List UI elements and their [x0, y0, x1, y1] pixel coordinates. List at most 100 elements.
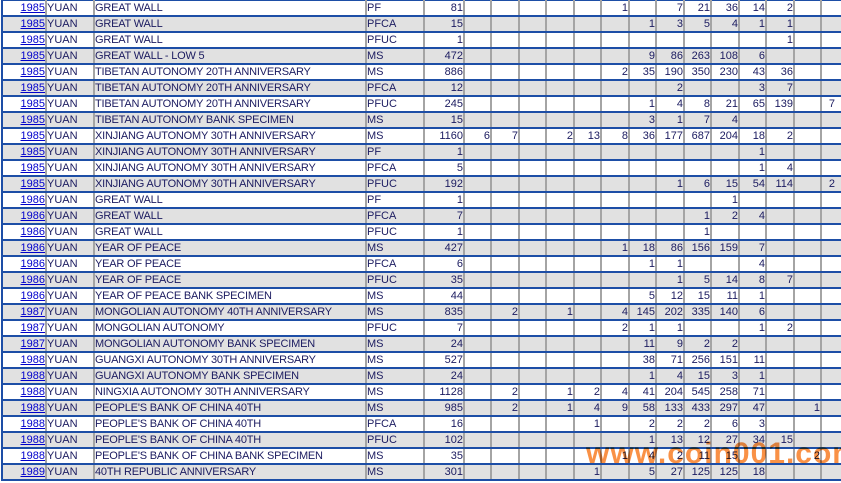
- grade-count-cell: [821, 432, 841, 449]
- grade-count-cell: [574, 176, 602, 193]
- year-link[interactable]: 1986: [20, 274, 45, 286]
- year-link[interactable]: 1985: [20, 178, 45, 190]
- table-row: 1985 YUAN GREAT WALL PFUC 1 1: [2, 32, 841, 49]
- grade-count-cell: 1: [656, 320, 685, 337]
- description-cell: 40TH REPUBLIC ANNIVERSARY: [94, 464, 367, 481]
- grade-count-cell: [794, 384, 822, 401]
- grade-count-cell: 1: [739, 144, 767, 161]
- year-link[interactable]: 1985: [20, 50, 45, 62]
- grade-count-cell: 202: [656, 304, 685, 321]
- grade-count-cell: 21: [684, 0, 712, 17]
- table-row: 1985 YUAN XINJIANG AUTONOMY 30TH ANNIVERSA…: [2, 144, 841, 161]
- year-link[interactable]: 1988: [20, 370, 45, 382]
- grade-count-cell: [519, 160, 547, 177]
- year-cell: 1985: [2, 80, 47, 97]
- grade-count-cell: 18: [739, 128, 767, 145]
- year-link[interactable]: 1985: [20, 66, 45, 78]
- year-link[interactable]: 1986: [20, 258, 45, 270]
- grade-type-cell: PFCA: [366, 208, 425, 225]
- grade-count-cell: [546, 32, 575, 49]
- year-link[interactable]: 1985: [20, 82, 45, 94]
- grade-count-cell: 54: [739, 176, 767, 193]
- year-link[interactable]: 1985: [20, 34, 45, 46]
- grade-count-cell: [491, 288, 520, 305]
- table-row: 1986 YUAN GREAT WALL PFUC 1 1: [2, 224, 841, 241]
- grade-count-cell: [546, 96, 575, 113]
- year-link[interactable]: 1985: [20, 162, 45, 174]
- year-link[interactable]: 1985: [20, 130, 45, 142]
- total-count-cell: 35: [424, 448, 465, 465]
- table-row: 1985 YUAN TIBETAN AUTONOMY 20TH ANNIVERSAR…: [2, 64, 841, 81]
- year-link[interactable]: 1988: [20, 354, 45, 366]
- grade-count-cell: [546, 112, 575, 129]
- year-link[interactable]: 1989: [20, 466, 45, 478]
- grade-count-cell: [491, 80, 520, 97]
- grade-count-cell: [491, 224, 520, 241]
- year-link[interactable]: 1985: [20, 2, 45, 14]
- year-link[interactable]: 1986: [20, 242, 45, 254]
- grade-type-cell: PFCA: [366, 416, 425, 433]
- grade-count-cell: 1: [656, 112, 685, 129]
- year-link[interactable]: 1987: [20, 322, 45, 334]
- grade-count-cell: 13: [574, 128, 602, 145]
- grade-count-cell: [491, 336, 520, 353]
- grade-count-cell: 8: [739, 272, 767, 289]
- grade-count-cell: 21: [711, 96, 740, 113]
- grade-count-cell: 1: [739, 160, 767, 177]
- year-cell: 1986: [2, 240, 47, 257]
- total-count-cell: 1: [424, 144, 465, 161]
- year-cell: 1986: [2, 256, 47, 273]
- grade-count-cell: 7: [739, 240, 767, 257]
- year-link[interactable]: 1986: [20, 210, 45, 222]
- year-link[interactable]: 1985: [20, 98, 45, 110]
- grade-count-cell: 114: [766, 176, 795, 193]
- grade-count-cell: [464, 80, 492, 97]
- year-link[interactable]: 1986: [20, 290, 45, 302]
- description-cell: TIBETAN AUTONOMY 20TH ANNIVERSARY: [94, 96, 367, 113]
- grade-count-cell: 4: [739, 256, 767, 273]
- grade-type-cell: PF: [366, 0, 425, 17]
- total-count-cell: 1: [424, 32, 465, 49]
- grade-count-cell: [464, 0, 492, 17]
- grade-type-cell: MS: [366, 384, 425, 401]
- table-row: 1988 YUAN PEOPLE'S BANK OF CHINA 40TH PFCA 1…: [2, 416, 841, 433]
- grade-count-cell: 125: [711, 464, 740, 481]
- year-link[interactable]: 1988: [20, 402, 45, 414]
- grade-count-cell: [546, 224, 575, 241]
- total-count-cell: 15: [424, 16, 465, 33]
- year-link[interactable]: 1985: [20, 146, 45, 158]
- year-link[interactable]: 1987: [20, 338, 45, 350]
- grade-count-cell: [574, 224, 602, 241]
- grade-count-cell: [794, 0, 822, 17]
- year-link[interactable]: 1988: [20, 386, 45, 398]
- year-link[interactable]: 1988: [20, 450, 45, 462]
- grade-count-cell: [766, 192, 795, 209]
- year-link[interactable]: 1985: [20, 114, 45, 126]
- grade-count-cell: 5: [629, 288, 657, 305]
- total-count-cell: 1128: [424, 384, 465, 401]
- grade-count-cell: 35: [629, 64, 657, 81]
- grade-count-cell: [464, 224, 492, 241]
- year-link[interactable]: 1985: [20, 18, 45, 30]
- grade-count-cell: [574, 0, 602, 17]
- table-row: 1988 YUAN NINGXIA AUTONOMY 30TH ANNIVERSAR…: [2, 384, 841, 401]
- year-link[interactable]: 1988: [20, 434, 45, 446]
- year-link[interactable]: 1988: [20, 418, 45, 430]
- grade-count-cell: 2: [684, 416, 712, 433]
- year-link[interactable]: 1987: [20, 306, 45, 318]
- grade-type-cell: MS: [366, 448, 425, 465]
- grade-count-cell: [574, 112, 602, 129]
- grade-count-cell: [519, 80, 547, 97]
- year-cell: 1985: [2, 48, 47, 65]
- grade-count-cell: [601, 16, 630, 33]
- grade-count-cell: 1: [574, 464, 602, 481]
- year-cell: 1985: [2, 160, 47, 177]
- grade-count-cell: [711, 224, 740, 241]
- year-link[interactable]: 1986: [20, 194, 45, 206]
- year-cell: 1985: [2, 128, 47, 145]
- year-link[interactable]: 1986: [20, 226, 45, 238]
- year-cell: 1986: [2, 208, 47, 225]
- grade-count-cell: [821, 400, 841, 417]
- grade-count-cell: 7: [766, 80, 795, 97]
- denomination-cell: YUAN: [46, 32, 95, 49]
